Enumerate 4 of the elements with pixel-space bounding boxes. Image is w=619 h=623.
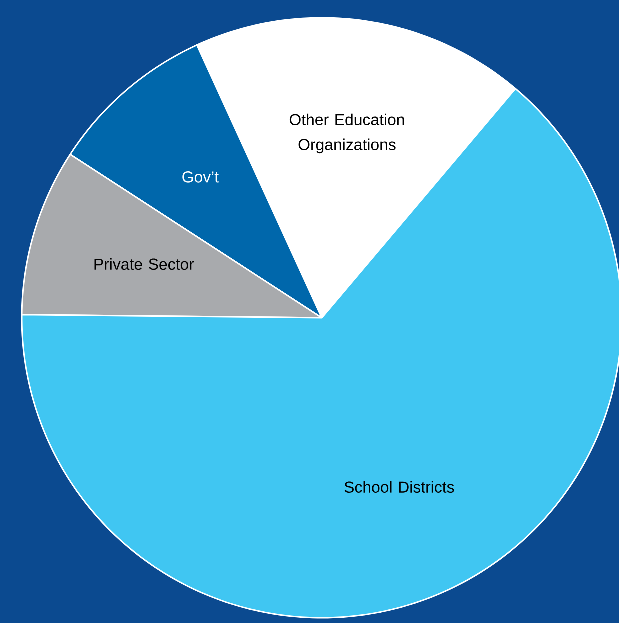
slice-label: Other Education Organizations xyxy=(290,114,404,154)
slice-label: School Districts xyxy=(344,481,454,493)
slice-label: Gov’t xyxy=(182,172,219,183)
slice-label: Private Sector xyxy=(94,258,194,270)
